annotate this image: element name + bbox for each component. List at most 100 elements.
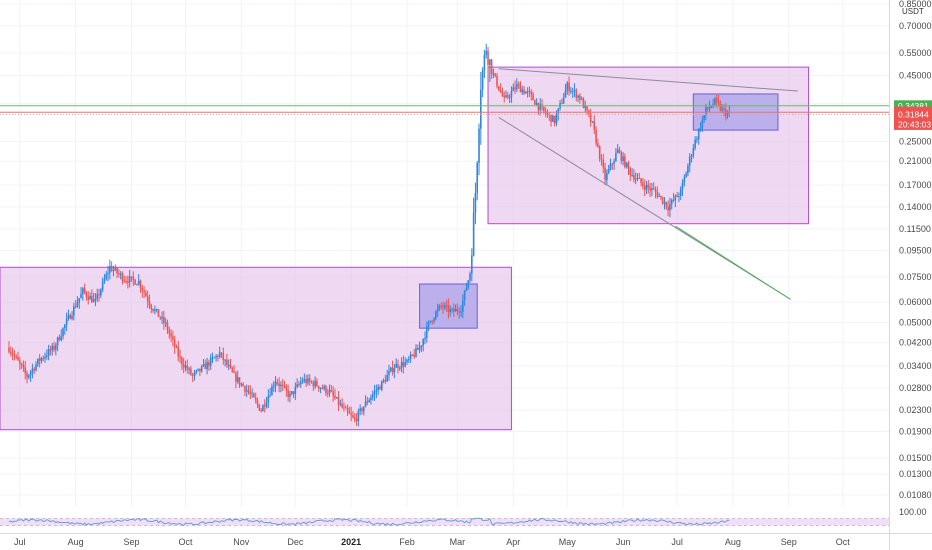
candle-body-up (591, 121, 594, 123)
candle-body-down (633, 174, 635, 180)
candle-body-down (543, 106, 545, 111)
candle-body-up (674, 195, 677, 201)
candle-body-up (206, 362, 208, 370)
candle-body-up (577, 95, 579, 98)
candle-body-down (172, 336, 174, 340)
candle-body-down (715, 98, 718, 102)
candle-body-down (247, 390, 250, 392)
y-tick-label: 0.05000 (899, 318, 932, 328)
candle-body-down (159, 316, 162, 319)
candle-body-down (179, 356, 181, 358)
candle-body-up (721, 108, 723, 111)
candle-body-down (292, 391, 295, 394)
candle-body-down (249, 391, 252, 394)
time-axis[interactable]: Jul Aug Sep Oct Nov Dec 2021 Feb Mar Apr May Jun Jul… (0, 533, 932, 548)
candle-body-up (51, 345, 54, 351)
candle-body-up (535, 103, 538, 105)
candle-body-down (453, 308, 455, 312)
candle-body-down (586, 106, 588, 111)
candle-body-up (400, 362, 403, 368)
x-tick-label: May (559, 537, 577, 547)
x-tick-label: Oct (178, 537, 193, 547)
currency-label: USDT (902, 7, 924, 16)
candle-body-up (296, 384, 298, 387)
candle-body-up (339, 403, 342, 405)
annotation-rectangles[interactable] (0, 66, 810, 431)
x-tick-label: Mar (450, 537, 466, 547)
y-tick-label: 0.09500 (899, 245, 932, 255)
candle-body-up (80, 293, 82, 299)
candle-body-down (624, 156, 626, 167)
candle-body-down (546, 113, 549, 115)
candle-body-up (55, 345, 57, 350)
y-tick-label: 0.70000 (899, 21, 932, 31)
candle-body-up (474, 192, 477, 213)
candle-body-down (15, 356, 18, 358)
candle-body-up (584, 106, 587, 108)
candle-body-up (670, 199, 673, 205)
candle-body-down (326, 392, 329, 394)
candle-body-up (562, 97, 565, 104)
candle-body-up (265, 402, 268, 407)
candle-body-down (517, 84, 520, 86)
candle-body-down (553, 115, 556, 124)
candle-body-up (103, 279, 106, 282)
candle-body-up (429, 320, 432, 323)
candle-body-down (208, 362, 210, 366)
candle-body-up (505, 95, 507, 98)
candle-body-up (28, 375, 30, 378)
candle-body-down (121, 273, 124, 281)
drawn-lines[interactable] (0, 68, 889, 300)
candle-body-up (472, 212, 475, 256)
candle-body-up (663, 202, 666, 204)
candle-body-up (267, 395, 270, 403)
candle-body-up (679, 188, 682, 197)
x-tick-label: Jun (616, 537, 631, 547)
candle-body-down (231, 367, 234, 372)
candle-body-up (100, 289, 102, 296)
candle-body-down (665, 202, 668, 208)
candle-body-up (35, 364, 37, 371)
candle-body-up (112, 269, 115, 271)
candle-body-down (22, 365, 25, 368)
candle-body-down (642, 183, 644, 187)
price-axis[interactable]: 0.850000.700000.550000.450000.350000.250… (889, 0, 932, 550)
candle-body-up (510, 91, 513, 98)
candle-body-down (458, 311, 461, 313)
candle-body-down (343, 407, 345, 409)
candle-body-up (681, 182, 684, 189)
rsi-band (0, 518, 889, 526)
candle-body-up (373, 391, 376, 395)
candle-body-down (706, 107, 709, 109)
candle-body-down (235, 372, 237, 382)
y-tick-label: 0.17000 (899, 180, 932, 190)
candle-body-up (703, 115, 705, 120)
candle-body-up (476, 163, 479, 193)
candle-body-down (287, 390, 289, 397)
candle-body-down (445, 305, 448, 307)
candle-body-down (74, 306, 77, 308)
candle-body-down (334, 395, 336, 399)
candle-body-up (375, 390, 378, 392)
candle-body-down (346, 408, 349, 412)
candle-body-down (173, 339, 176, 348)
candle-body-down (298, 384, 300, 386)
candle-body-down (186, 365, 189, 370)
candle-body-down (593, 121, 596, 130)
candle-body-down (163, 316, 165, 324)
candle-body-up (388, 371, 390, 376)
candle-body-up (71, 315, 73, 319)
candle-body-down (503, 96, 506, 98)
candle-body-down (561, 103, 563, 105)
candle-body-up (197, 368, 199, 371)
price-tag-label: 0.34381 (898, 101, 929, 111)
candle-body-up (463, 290, 466, 301)
candle-body-down (13, 354, 16, 357)
candle-body-up (155, 309, 158, 311)
candle-body-down (146, 296, 149, 302)
y-tick-label: 0.01080 (899, 490, 932, 500)
candle-body-down (238, 377, 241, 385)
candle-body-up (195, 370, 198, 373)
